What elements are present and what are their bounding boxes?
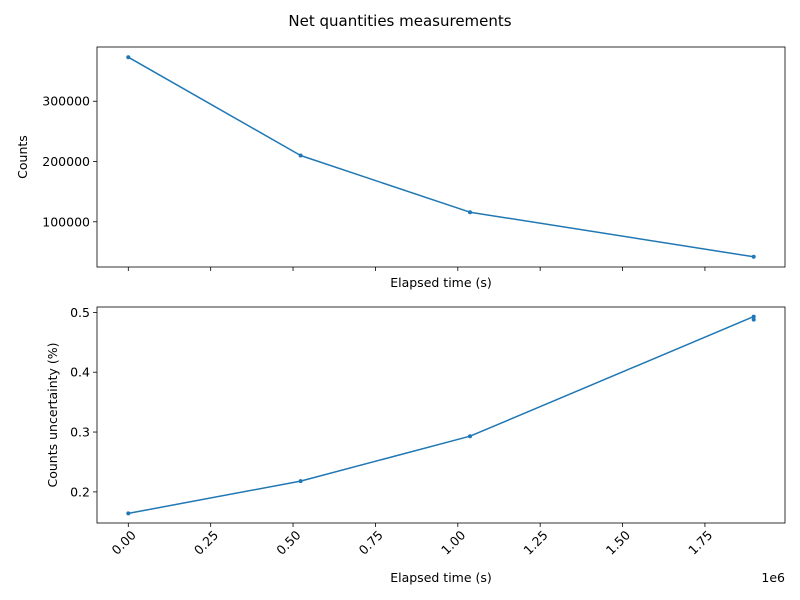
x-tick-label: 0.50 — [273, 527, 303, 557]
y-tick-label: 0.5 — [70, 305, 90, 320]
x-offset-label: 1e6 — [761, 570, 785, 585]
axes-frame — [96, 306, 786, 524]
data-point — [751, 317, 756, 322]
data-point — [751, 254, 756, 259]
y-axis-label: Counts — [15, 135, 30, 179]
x-tick-label: 0.75 — [356, 527, 386, 557]
x-axis-label: Elapsed time (s) — [390, 275, 492, 290]
data-point — [468, 434, 472, 439]
bottom-axes: 0.00 0.25 0.50 0.75 1.00 1.25 1.50 1.75 0.2 0.3 0.… — [45, 305, 786, 585]
data-point — [298, 479, 303, 484]
x-tick-label: 1.25 — [520, 527, 550, 557]
x-tick-label: 1.75 — [685, 527, 715, 557]
x-axis-label: Elapsed time (s) — [390, 570, 492, 585]
y-tick-label: 300000 — [42, 94, 90, 109]
x-tick-label: 0.00 — [109, 527, 139, 557]
series-line — [128, 315, 755, 515]
y-tick-label: 0.2 — [70, 484, 90, 499]
data-point — [298, 153, 303, 158]
axes-frame — [96, 46, 786, 268]
data-point — [751, 314, 756, 319]
top-axes: 100000 200000 300000 Elapsed time (s) Counts — [15, 46, 786, 290]
y-tick-label: 0.3 — [70, 425, 90, 440]
y-axis-label: Counts uncertainty (%) — [45, 342, 60, 487]
y-tick-label: 100000 — [42, 214, 90, 229]
x-tick-label: 1.00 — [438, 527, 468, 557]
x-tick-label: 1.50 — [603, 527, 633, 557]
y-tick-label: 0.4 — [70, 365, 90, 380]
data-point — [468, 210, 472, 215]
y-tick-label: 200000 — [42, 154, 90, 169]
x-tick-label: 0.25 — [191, 527, 221, 557]
data-point — [126, 511, 131, 516]
data-point — [126, 55, 131, 60]
series-line — [127, 56, 754, 258]
figure-title: Net quantities measurements — [288, 12, 511, 30]
